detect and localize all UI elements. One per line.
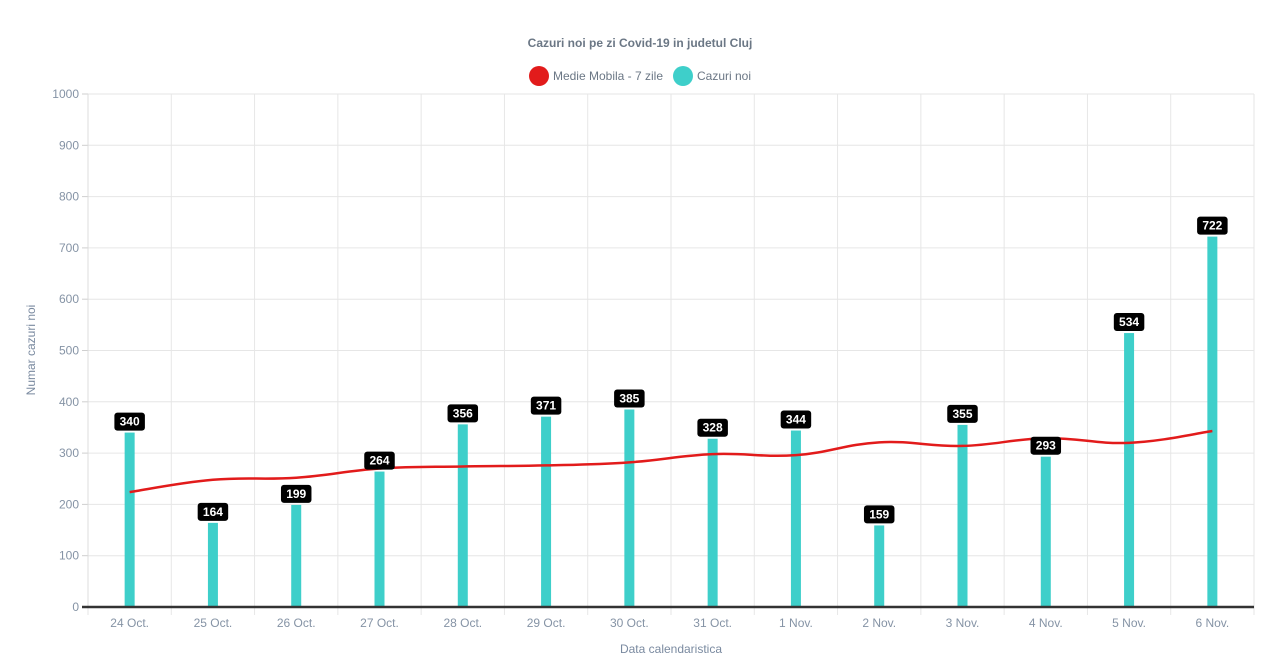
- data-label-bg: [197, 502, 229, 521]
- data-label-bg: [280, 484, 312, 503]
- legend-label-new-cases: Cazuri noi: [697, 69, 752, 83]
- y-tick-label: 200: [59, 497, 79, 511]
- bar-cazuri-noi[interactable]: [707, 438, 718, 607]
- data-label: 534: [1113, 313, 1145, 332]
- data-label: 264: [364, 451, 395, 470]
- data-label-bg: [1197, 216, 1228, 235]
- y-tick-label: 100: [59, 549, 79, 563]
- data-label: 722: [1197, 216, 1228, 235]
- bar-cazuri-noi[interactable]: [790, 430, 801, 607]
- data-label-text: 164: [203, 505, 223, 519]
- data-label-text: 344: [786, 413, 806, 427]
- y-tick-label: 400: [59, 395, 79, 409]
- data-label: 293: [1030, 436, 1062, 455]
- data-label-bg: [614, 389, 645, 408]
- y-tick-label: 300: [59, 446, 79, 460]
- bar-cazuri-noi[interactable]: [1207, 236, 1218, 607]
- data-label-text: 293: [1036, 439, 1056, 453]
- x-axis-label: Data calendaristica: [620, 642, 722, 656]
- x-tick-label: 26 Oct.: [277, 616, 316, 630]
- bar-cazuri-noi[interactable]: [957, 424, 968, 607]
- bar-cazuri-noi[interactable]: [874, 525, 885, 607]
- y-tick-label: 900: [59, 138, 79, 152]
- data-label: 164: [197, 502, 229, 521]
- x-tick-label: 31 Oct.: [693, 616, 732, 630]
- data-label-text: 199: [286, 487, 306, 501]
- data-label-text: 328: [703, 421, 723, 435]
- legend-item-moving-average[interactable]: Medie Mobila - 7 zile: [528, 66, 663, 86]
- bar-cazuri-noi[interactable]: [457, 424, 468, 607]
- legend-item-new-cases[interactable]: Cazuri noi: [673, 66, 751, 86]
- bar-cazuri-noi[interactable]: [1040, 456, 1051, 607]
- data-label-text: 340: [120, 415, 140, 429]
- bar-cazuri-noi[interactable]: [374, 471, 385, 607]
- data-label-bg: [447, 404, 479, 423]
- x-tick-label: 25 Oct.: [194, 616, 233, 630]
- x-tick-label: 28 Oct.: [443, 616, 482, 630]
- bar-cazuri-noi[interactable]: [1124, 333, 1135, 607]
- y-tick-label: 800: [59, 190, 79, 204]
- y-tick-label: 600: [59, 292, 79, 306]
- x-tick-label: 29 Oct.: [527, 616, 566, 630]
- x-tick-label: 2 Nov.: [862, 616, 896, 630]
- y-axis-label: Numar cazuri noi: [24, 305, 38, 396]
- chart-title: Cazuri noi pe zi Covid-19 in judetul Clu…: [527, 36, 753, 50]
- bar-cazuri-noi[interactable]: [207, 522, 218, 607]
- y-tick-label: 500: [59, 344, 79, 358]
- data-label-bg: [530, 396, 562, 415]
- data-label: 371: [530, 396, 562, 415]
- data-label: 356: [447, 404, 479, 423]
- y-tick-label: 1000: [52, 87, 79, 101]
- x-tick-label: 5 Nov.: [1112, 616, 1146, 630]
- y-tick-label: 0: [72, 600, 79, 614]
- x-tick-label: 3 Nov.: [946, 616, 980, 630]
- data-label-text: 534: [1119, 315, 1139, 329]
- x-tick-label: 4 Nov.: [1029, 616, 1063, 630]
- x-tick-label: 6 Nov.: [1195, 616, 1229, 630]
- bar-cazuri-noi[interactable]: [541, 416, 552, 607]
- data-label: 355: [947, 404, 978, 423]
- data-label-text: 264: [369, 454, 389, 468]
- bar-cazuri-noi[interactable]: [124, 432, 135, 607]
- legend-swatch-new-cases: [673, 66, 693, 86]
- data-label-bg: [947, 404, 978, 423]
- data-label: 328: [697, 418, 728, 437]
- data-label-bg: [114, 412, 145, 431]
- x-tick-label: 30 Oct.: [610, 616, 649, 630]
- x-tick-label: 27 Oct.: [360, 616, 399, 630]
- data-label: 340: [114, 412, 145, 431]
- data-label-bg: [697, 418, 728, 437]
- data-label-bg: [780, 410, 812, 429]
- data-label-text: 159: [869, 507, 889, 521]
- bar-cazuri-noi[interactable]: [291, 504, 302, 607]
- x-tick-label: 24 Oct.: [110, 616, 149, 630]
- legend: Medie Mobila - 7 zile Cazuri noi: [0, 66, 1280, 86]
- data-label-text: 722: [1202, 219, 1222, 233]
- data-label-text: 355: [952, 407, 972, 421]
- data-label: 344: [780, 410, 812, 429]
- legend-label-moving-average: Medie Mobila - 7 zile: [552, 69, 663, 83]
- data-label-bg: [1113, 313, 1145, 332]
- data-label-text: 385: [619, 391, 639, 405]
- data-label-text: 371: [536, 399, 556, 413]
- bar-cazuri-noi[interactable]: [624, 409, 635, 607]
- legend-swatch-moving-average: [528, 66, 549, 86]
- data-label: 199: [280, 484, 312, 503]
- data-label: 385: [614, 389, 645, 408]
- data-label: 159: [863, 505, 895, 524]
- data-label-bg: [364, 451, 395, 470]
- data-label-bg: [863, 505, 895, 524]
- data-label-text: 356: [453, 406, 473, 420]
- x-tick-label: 1 Nov.: [779, 616, 813, 630]
- data-label-bg: [1030, 436, 1062, 455]
- y-tick-label: 700: [59, 241, 79, 255]
